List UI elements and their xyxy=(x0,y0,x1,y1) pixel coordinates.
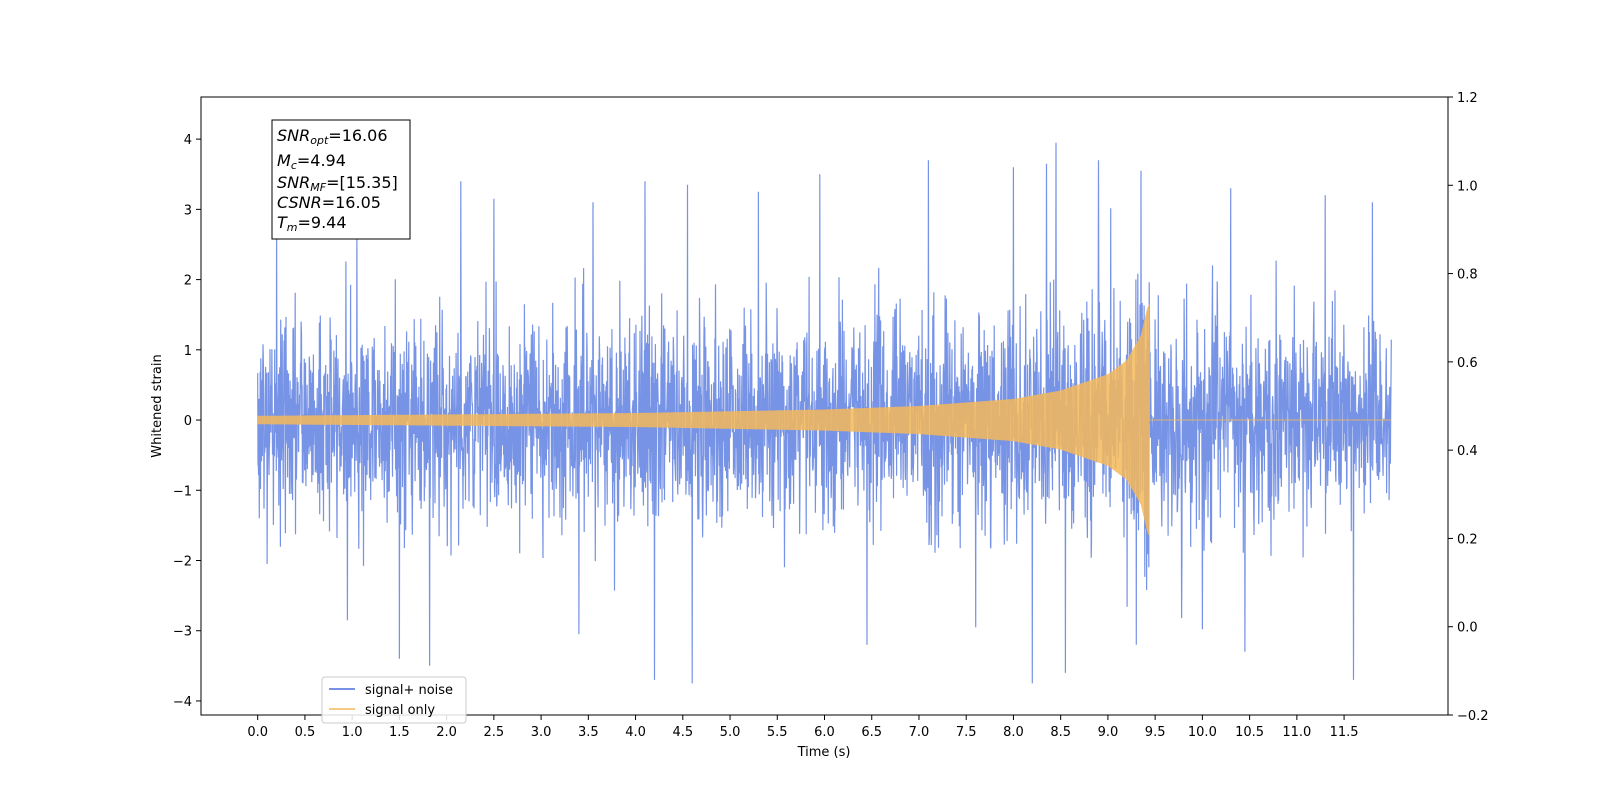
y2-tick-label: 1.2 xyxy=(1457,91,1478,106)
x-axis: 0.0 0.5 1.0 1.5 2.0 2.5 3.0 3.5 4.0 4.5 5.0 5.5 6.0 6… xyxy=(247,715,1359,740)
y-axis-left: 4 3 2 1 0 −1 −2 −3 −4 xyxy=(173,133,201,710)
y2-tick-label: 0.0 xyxy=(1457,621,1478,636)
y-tick-label: 1 xyxy=(184,344,192,359)
x-tick-label: 1.0 xyxy=(342,725,363,740)
y-tick-label: 0 xyxy=(184,414,192,429)
annotation-frame xyxy=(271,119,411,240)
x-tick-label: 4.0 xyxy=(625,725,646,740)
x-tick-label: 10.5 xyxy=(1235,725,1264,740)
x-tick-label: 1.5 xyxy=(389,725,410,740)
x-axis-label: Time (s) xyxy=(797,745,851,760)
annotation-line: SNRopt=16.06 xyxy=(277,126,388,147)
x-tick-label: 8.0 xyxy=(1003,725,1024,740)
y-tick-label: −4 xyxy=(173,695,192,710)
y2-tick-label: 0.2 xyxy=(1457,532,1478,547)
x-tick-label: 9.5 xyxy=(1145,725,1166,740)
x-tick-label: 3.5 xyxy=(578,725,599,740)
x-tick-label: 11.5 xyxy=(1330,725,1359,740)
y2-tick-label: 0.4 xyxy=(1457,444,1478,459)
legend-frame xyxy=(321,676,467,724)
x-tick-label: 10.0 xyxy=(1188,725,1217,740)
x-tick-label: 4.5 xyxy=(672,725,693,740)
x-tick-label: 2.5 xyxy=(484,725,505,740)
annotation-line: Mc=4.94 xyxy=(277,151,346,172)
x-tick-label: 2.0 xyxy=(436,725,457,740)
y-axis-label: Whitened strain xyxy=(150,354,165,457)
y-tick-label: 3 xyxy=(184,203,192,218)
y-axis-right: 1.2 1.0 0.8 0.6 0.4 0.2 0.0 −0.2 xyxy=(1448,91,1489,724)
x-tick-label: 3.0 xyxy=(531,725,552,740)
legend: signal+ noise signal only xyxy=(321,676,467,724)
y-tick-label: 2 xyxy=(184,274,192,289)
x-tick-label: 0.0 xyxy=(247,725,268,740)
y2-tick-label: 0.8 xyxy=(1457,268,1478,283)
x-tick-label: 7.0 xyxy=(909,725,930,740)
x-tick-label: 7.5 xyxy=(956,725,977,740)
y-tick-label: −2 xyxy=(173,555,192,570)
series-line-signal-plus-noise xyxy=(257,142,1392,684)
series-line-signal-only xyxy=(257,304,1392,536)
y2-tick-label: −0.2 xyxy=(1457,709,1489,724)
x-tick-label: 6.0 xyxy=(814,725,835,740)
annotation-line: Tm=9.44 xyxy=(277,213,347,234)
x-tick-label: 5.0 xyxy=(720,725,741,740)
x-tick-label: 11.0 xyxy=(1282,725,1311,740)
annotation-line: CSNR=16.05 xyxy=(277,193,381,212)
x-tick-label: 9.0 xyxy=(1098,725,1119,740)
x-tick-label: 0.5 xyxy=(295,725,316,740)
legend-label-signal-plus-noise: signal+ noise xyxy=(365,683,453,698)
x-tick-label: 6.5 xyxy=(861,725,882,740)
data-layer xyxy=(257,142,1392,684)
x-tick-label: 5.5 xyxy=(767,725,788,740)
y-tick-label: −3 xyxy=(173,625,192,640)
x-tick-label: 8.5 xyxy=(1050,725,1071,740)
legend-label-signal-only: signal only xyxy=(365,703,435,718)
y2-tick-label: 0.6 xyxy=(1457,356,1478,371)
y-tick-label: 4 xyxy=(184,133,192,148)
annotation-line: SNRMF=[15.35] xyxy=(277,173,398,194)
annotation-box: SNRopt=16.06 Mc=4.94SNRMF=[15.35]CSNR=16.… xyxy=(271,119,411,240)
y2-tick-label: 1.0 xyxy=(1457,179,1478,194)
y-tick-label: −1 xyxy=(173,484,192,499)
